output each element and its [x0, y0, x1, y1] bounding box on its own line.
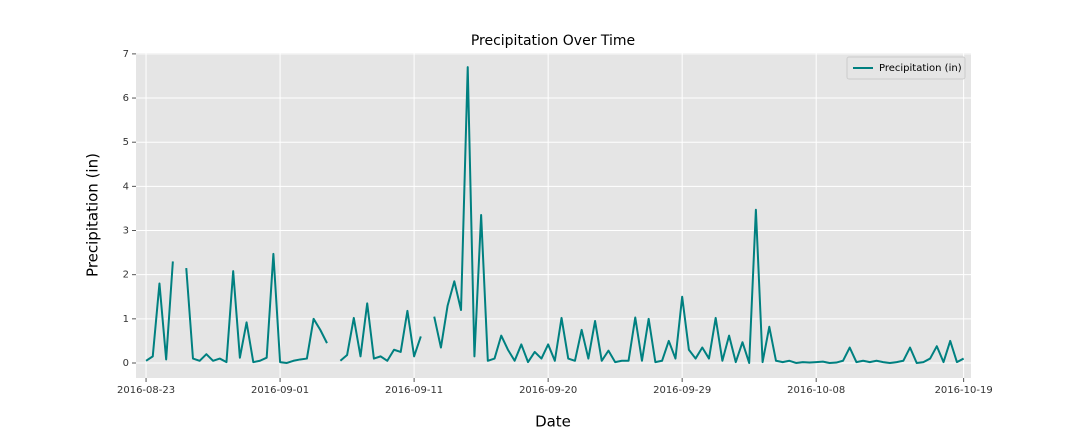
plot-area: [136, 53, 971, 378]
y-tick-label: 0: [123, 358, 129, 369]
chart-title: Precipitation Over Time: [471, 33, 635, 49]
x-tick-label: 2016-09-29: [653, 385, 711, 396]
line: [145, 66, 965, 364]
x-tick-label: 2016-09-20: [519, 385, 577, 396]
y-tick-label: 1: [123, 314, 129, 325]
y-tick-label: 5: [123, 137, 129, 148]
legend-box: [846, 56, 966, 80]
marks: [145, 66, 965, 364]
x-tick-label: 2016-09-01: [251, 385, 309, 396]
x-tick-label: 2016-08-23: [117, 385, 175, 396]
y-tick-label: 3: [123, 226, 129, 237]
y-tick-label: 2: [123, 270, 129, 281]
y-axis-label: Precipitation (in): [84, 153, 102, 277]
y-tick-label: 4: [123, 181, 129, 192]
x-axis-label: Date: [535, 413, 571, 431]
x-tick-label: 2016-10-08: [787, 385, 845, 396]
y-tick-label: 6: [123, 93, 129, 104]
legend-label: Precipitation (in): [879, 63, 962, 74]
x-tick-label: 2016-09-11: [385, 385, 443, 396]
x-tick-label: 2016-10-19: [935, 385, 993, 396]
y-tick-label: 7: [123, 49, 129, 60]
